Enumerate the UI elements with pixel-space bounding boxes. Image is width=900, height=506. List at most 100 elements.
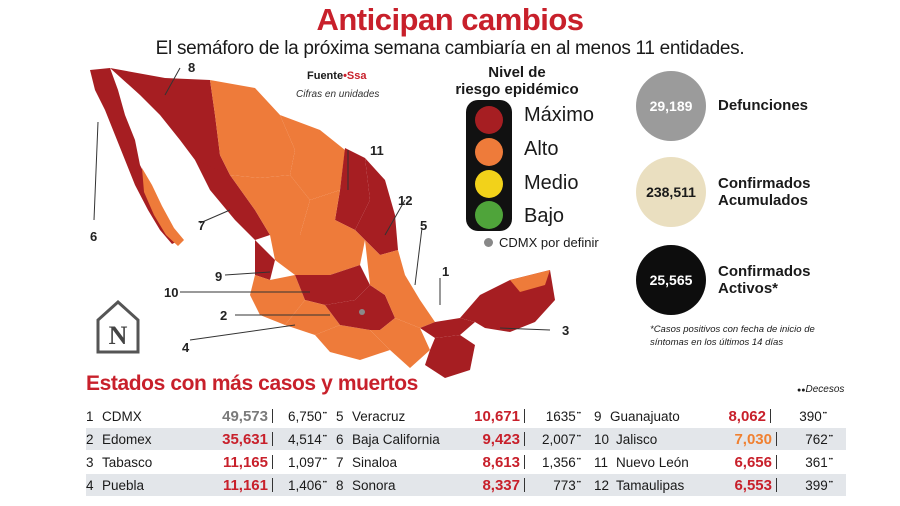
map-region-sonora [110, 68, 230, 180]
cdmx-dot [359, 309, 365, 315]
table-row: 11 Nuevo León 6,656 361•• [594, 451, 846, 473]
row-cases: 8,062 [728, 407, 766, 425]
legend-level-medio: Medio [524, 172, 579, 194]
map-region-nayarit [255, 240, 275, 280]
map-label-8: 8 [188, 60, 195, 75]
stat-value-activos: 25,565 [649, 272, 693, 288]
stat-label-defunciones: Defunciones [718, 97, 808, 114]
row-rank: 3 [86, 454, 94, 470]
map-region-veracruz [365, 240, 435, 328]
row-state: Sinaloa [352, 454, 398, 470]
row-cases: 11,165 [222, 453, 268, 471]
map-label-1: 1 [442, 264, 449, 279]
row-deaths-marker: •• [576, 480, 581, 486]
map-region-tabasco [420, 318, 475, 338]
row-deaths-marker: •• [828, 457, 833, 463]
stat-label-acumulados: Confirmados Acumulados [718, 175, 811, 209]
row-rank: 4 [86, 477, 94, 493]
units-note: Cifras en unidades [296, 89, 380, 100]
map-region-nuevo-leon [335, 148, 370, 230]
map-region-center-north [270, 190, 365, 275]
map-region-oaxaca [370, 318, 430, 368]
row-separator [272, 455, 273, 469]
table-row: 8 Sonora 8,337 773•• [336, 474, 600, 496]
row-deaths-marker: •• [822, 411, 827, 417]
map-label-4: 4 [182, 340, 190, 355]
row-deaths-marker: •• [322, 411, 327, 417]
map-region-yucatan [510, 270, 550, 292]
row-deaths: 2,007•• [542, 431, 581, 447]
stat-label-line2: Acumulados [718, 192, 809, 209]
map-region-durango [230, 175, 310, 235]
row-deaths: 361•• [805, 454, 833, 470]
stat-circle-defunciones: 29,189 [636, 71, 706, 141]
row-rank: 8 [336, 477, 344, 493]
row-deaths: 1,356•• [542, 454, 581, 470]
row-separator [272, 432, 273, 446]
row-state: Sonora [352, 477, 396, 493]
legend-level-bajo: Bajo [524, 205, 565, 227]
row-deaths-marker: •• [322, 434, 327, 440]
row-deaths: 6,750•• [288, 408, 327, 424]
row-deaths: 1635•• [545, 408, 581, 424]
row-separator [776, 455, 777, 469]
row-state: Veracruz [352, 408, 406, 424]
table-row: 5 Veracruz 10,671 1635•• [336, 405, 600, 427]
table-row: 1 CDMX 49,573 6,750•• [86, 405, 346, 427]
source-brand: Ssa [346, 70, 367, 82]
map-region-michoacan [285, 300, 340, 335]
legend-level-maximo: Máximo [524, 104, 595, 126]
row-state: Jalisco [616, 431, 658, 447]
map-label-12: 12 [398, 193, 412, 208]
table-row: 9 Guanajuato 8,062 390•• [594, 405, 846, 427]
row-rank: 9 [594, 408, 602, 424]
decesos-legend: ●●Decesos [797, 384, 845, 395]
row-separator [272, 409, 273, 423]
row-deaths: 762•• [805, 431, 833, 447]
table-row: 4 Puebla 11,161 1,406•• [86, 474, 346, 496]
map-region-chihuahua [210, 80, 295, 178]
stat-value-acumulados: 238,511 [646, 184, 696, 200]
stat-label-line2: Activos* [718, 280, 779, 297]
map-label-3: 3 [562, 323, 569, 338]
row-deaths-marker: •• [322, 480, 327, 486]
stat-circle-activos: 25,565 [636, 245, 706, 315]
row-rank: 5 [336, 408, 344, 424]
map-region-baja-california [90, 68, 180, 244]
map-region-central [325, 285, 395, 330]
row-deaths: 399•• [805, 477, 833, 493]
map-label-2: 2 [220, 308, 227, 323]
decesos-label: Decesos [805, 384, 845, 395]
gray-dot-icon [484, 238, 493, 247]
row-rank: 2 [86, 431, 94, 447]
legend-level-alto: Alto [524, 138, 559, 160]
row-separator [770, 409, 771, 423]
light-bajo [475, 201, 503, 229]
row-state: Baja California [352, 431, 440, 447]
row-deaths-marker: •• [322, 457, 327, 463]
light-medio [475, 170, 503, 198]
row-deaths: 390•• [799, 408, 827, 424]
row-separator [524, 455, 525, 469]
row-deaths-marker: •• [576, 434, 581, 440]
row-rank: 1 [86, 408, 94, 424]
legend-title-line2: riesgo epidémico [455, 81, 579, 98]
row-separator [524, 432, 525, 446]
cdmx-note-text: CDMX por definir [499, 235, 599, 250]
logo-letter: N [109, 321, 128, 350]
row-cases: 7,030 [734, 430, 772, 448]
map-label-9: 9 [215, 269, 222, 284]
table-row: 10 Jalisco 7,030 762•• [594, 428, 846, 450]
legend-title: Nivel de riesgo epidémico [452, 64, 582, 98]
legend-title-line1: Nivel de [488, 64, 546, 81]
row-deaths-marker: •• [576, 457, 581, 463]
row-deaths: 4,514•• [288, 431, 327, 447]
page-title: Anticipan cambios [316, 2, 584, 37]
row-cases: 8,337 [482, 476, 520, 494]
row-rank: 12 [594, 477, 610, 493]
row-rank: 11 [594, 454, 609, 470]
map-label-7: 7 [198, 218, 205, 233]
row-separator [524, 478, 525, 492]
table-title: Estados con más casos y muertos [86, 372, 418, 395]
traffic-light-graphic [466, 100, 512, 231]
